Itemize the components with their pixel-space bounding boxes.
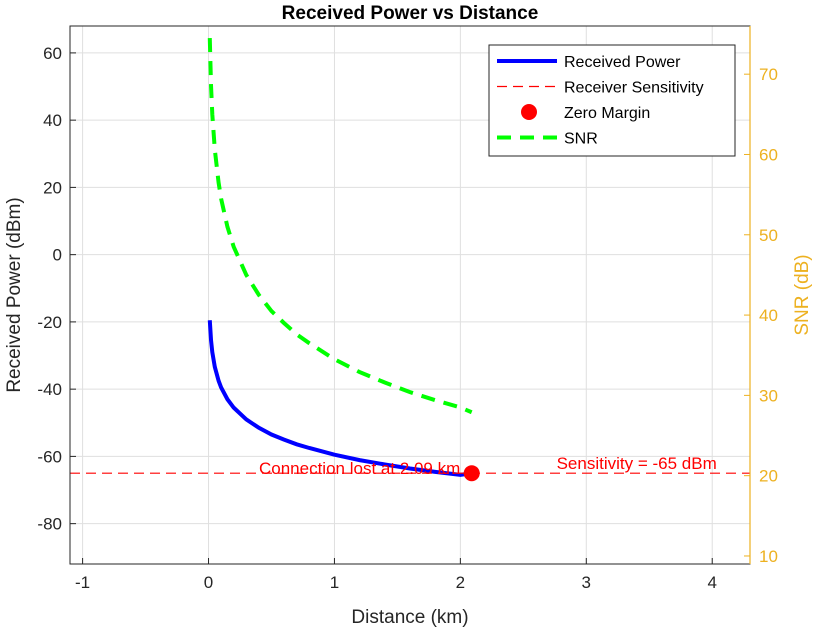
y-tick-label: -40 [37, 380, 62, 399]
y-tick-label: 20 [43, 178, 62, 197]
y-tick-label: -20 [37, 313, 62, 332]
legend: Received Power Receiver Sensitivity Zero M… [488, 44, 736, 157]
legend-receiver-sensitivity-label: Receiver Sensitivity [564, 80, 704, 97]
x-tick-label: 2 [456, 573, 465, 592]
series-received-power-line [207, 320, 472, 477]
y2-tick-label: 40 [759, 306, 778, 325]
y-tick-label: 60 [43, 44, 62, 63]
chart-title: Received Power vs Distance [282, 3, 539, 24]
x-tick-label: 4 [707, 573, 716, 592]
x-tick-label: 0 [204, 573, 213, 592]
y2-tick-label: 50 [759, 226, 778, 245]
legend-snr-label: SNR [564, 131, 598, 148]
y2-tick-label: 60 [759, 145, 778, 164]
legend-zero-margin-label: Zero Margin [564, 105, 650, 122]
series-layer [70, 37, 750, 482]
x-tick-label: -1 [75, 573, 90, 592]
x-tick-label: 1 [330, 573, 339, 592]
y-tick-label: 0 [53, 246, 62, 265]
annotation-sensitivity: Sensitivity = -65 dBm [557, 454, 717, 473]
y2-tick-label: 70 [759, 65, 778, 84]
legend-zero-margin-swatch [521, 104, 537, 120]
y-tick-label: 40 [43, 111, 62, 130]
y2-axis-title: SNR (dB) [792, 254, 813, 335]
ticks: -1 0 1 2 3 4 -80 -60 -40 -20 0 20 40 60 10 20 30 40 50 60 70 [37, 44, 778, 592]
x-tick-label: 3 [582, 573, 591, 592]
y-tick-label: -60 [37, 447, 62, 466]
legend-received-power-label: Received Power [564, 54, 681, 71]
series-zero-margin-marker [463, 465, 480, 482]
series-snr-line [207, 37, 473, 415]
y-tick-label: -80 [37, 515, 62, 534]
y2-tick-label: 20 [759, 467, 778, 486]
grid [70, 26, 750, 564]
y-axis-title: Received Power (dBm) [4, 197, 25, 392]
x-axis-title: Distance (km) [351, 607, 468, 628]
y2-tick-label: 30 [759, 386, 778, 405]
y2-tick-label: 10 [759, 547, 778, 566]
annotation-connection-lost: Connection lost at 2.09 km [259, 459, 460, 478]
